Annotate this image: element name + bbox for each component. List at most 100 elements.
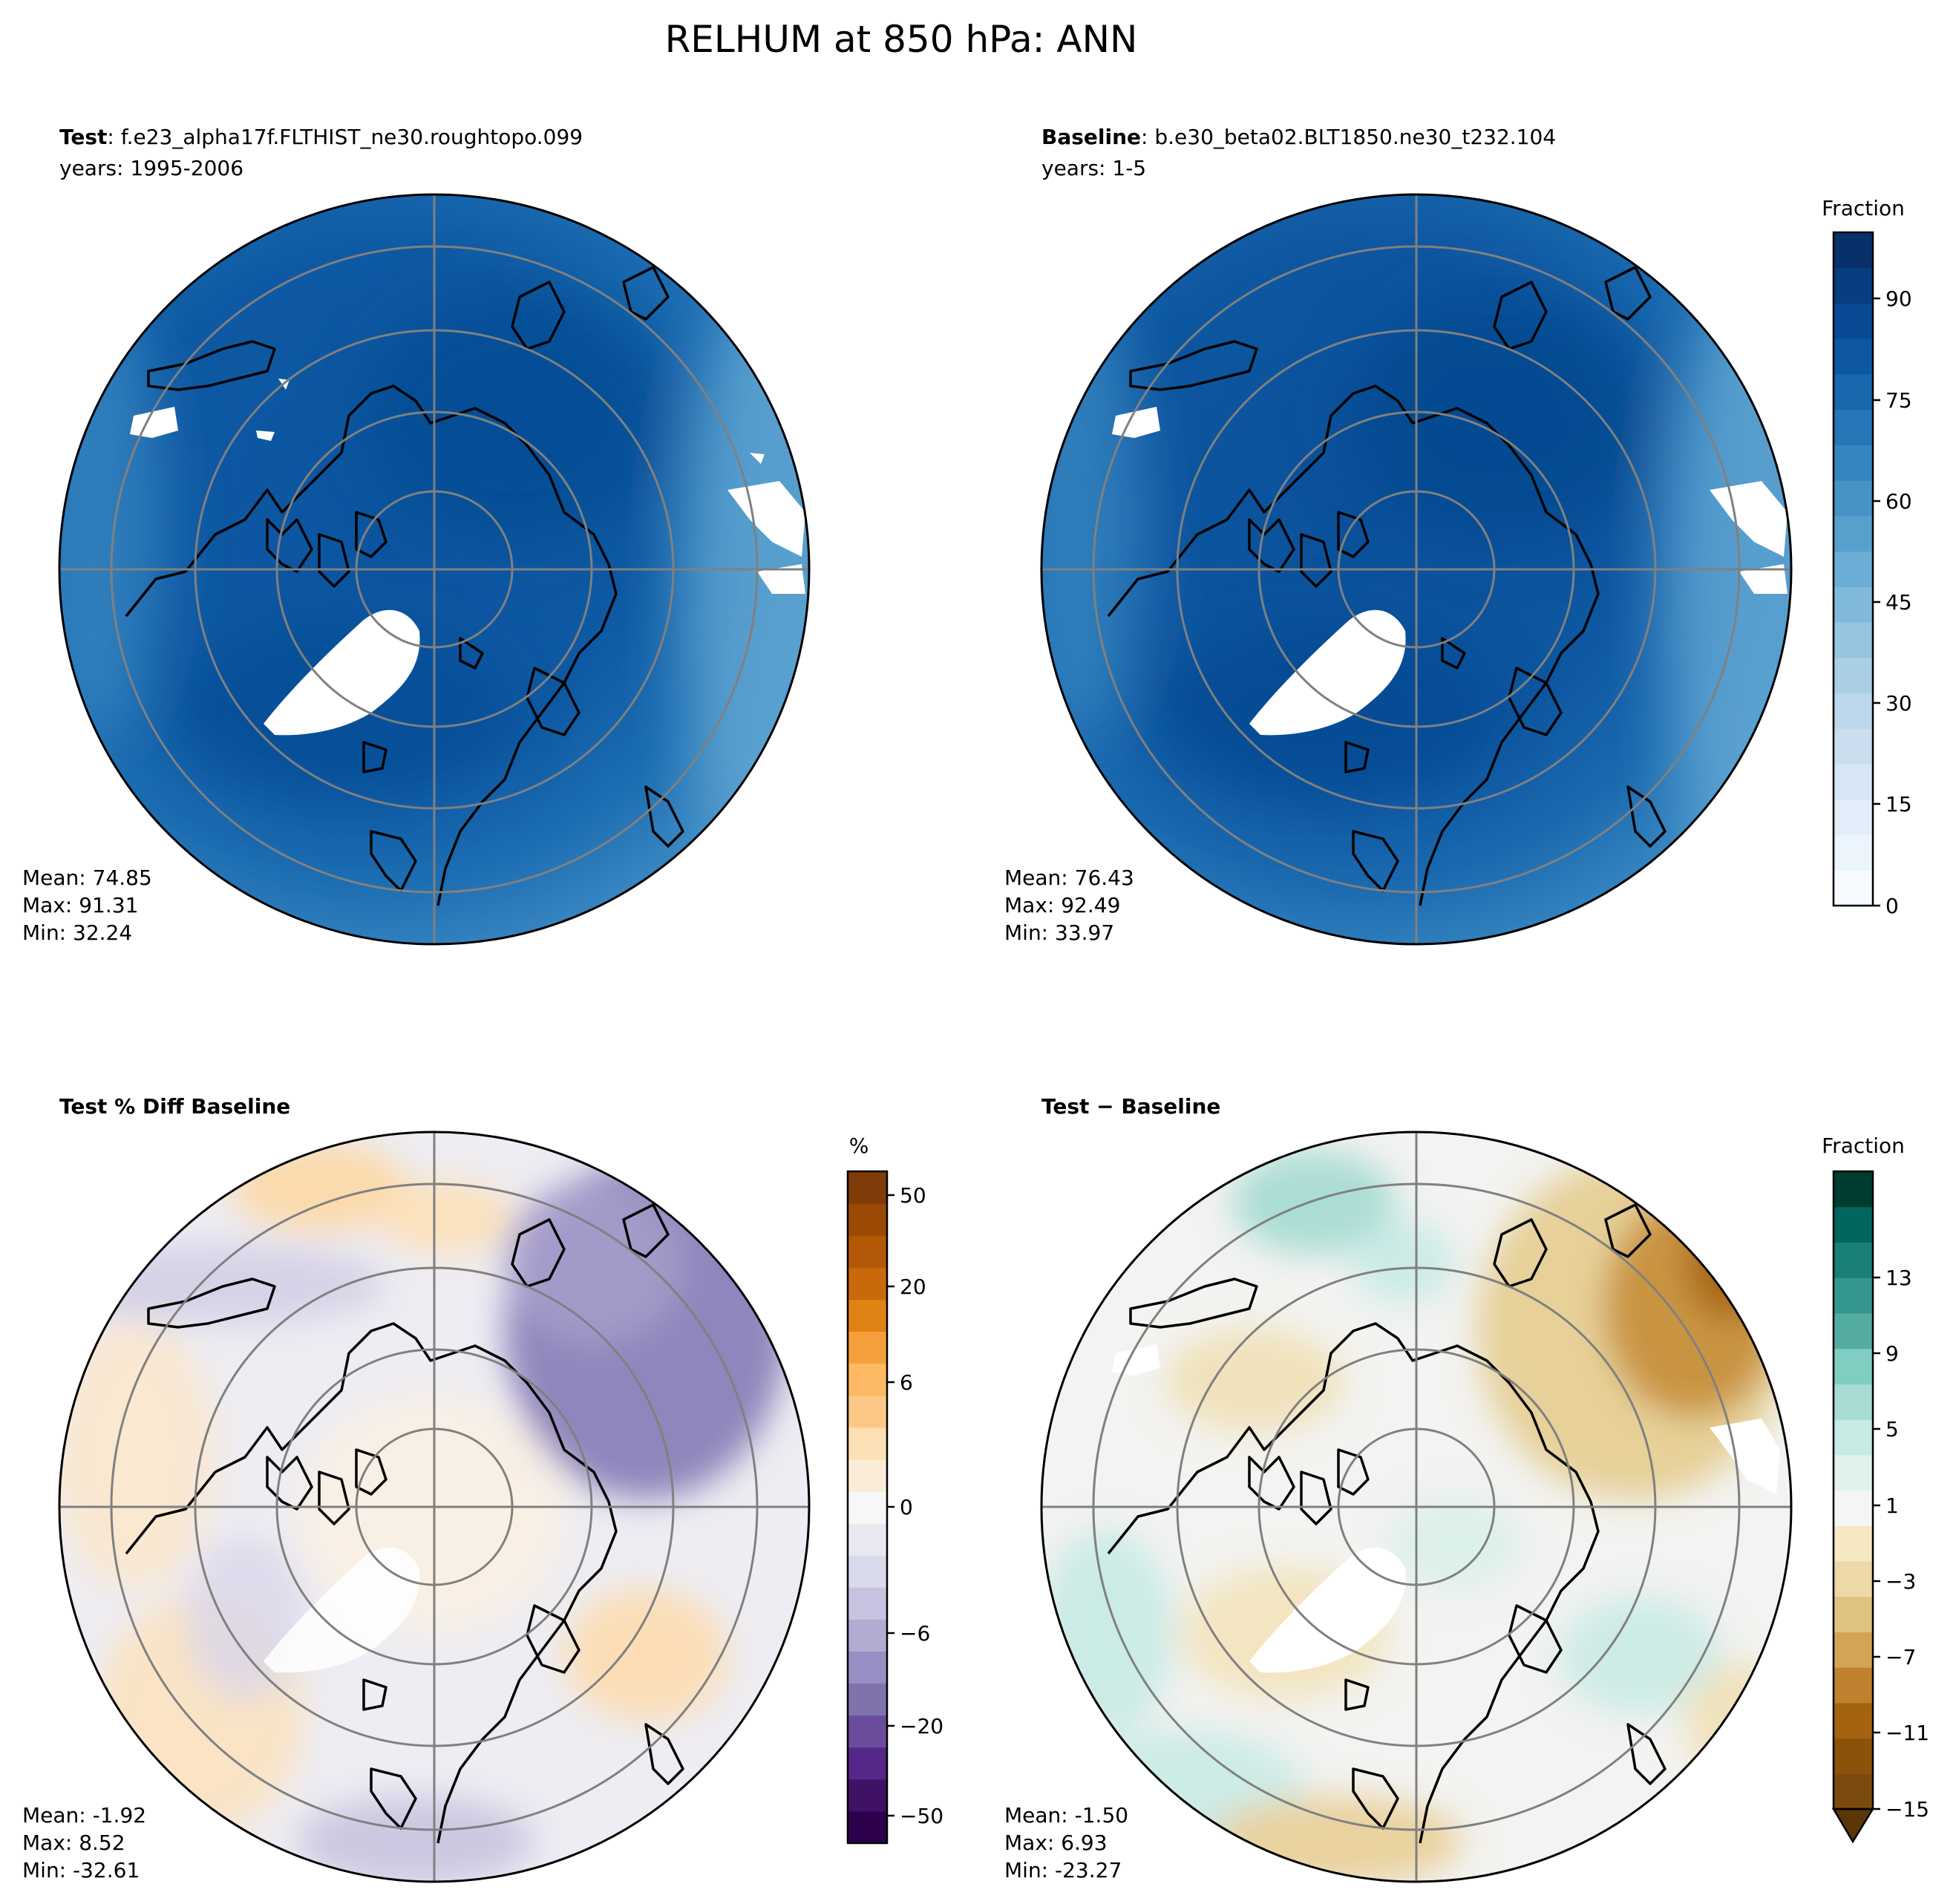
panel-test-label-rest: : f.e23_alpha17f.FLTHIST_ne30.roughtopo.… [107,125,583,149]
colorbar-tick-label: 15 [1885,792,1912,817]
colorbar-swatch [1834,728,1873,765]
colorbar-tick-label: −11 [1885,1721,1929,1745]
baseline-map [1041,194,1791,944]
colorbar-fraction-diff-swatches [1834,1171,1873,1810]
baseline-stat-min: Min: 33.97 [1004,920,1114,945]
diff-map [1041,1132,1791,1882]
colorbar-fraction-top: Fraction 0 15 30 45 60 75 90 [1822,196,1912,918]
colorbar-swatch [848,1747,887,1780]
colorbar-tick-label: 0 [1885,894,1899,918]
colorbar-swatch [1834,551,1873,587]
panel-baseline-label-rest: : b.e30_beta02.BLT1850.ne30_t232.104 [1141,125,1556,149]
colorbar-swatch [1834,1702,1873,1739]
colorbar-swatch [848,1235,887,1268]
colorbar-fraction-diff-ticks: −15 −11 −7 −3 1 5 9 13 [1873,1266,1929,1822]
colorbar-swatch [1834,232,1873,269]
panel-diff: Test − Baseline [1004,1094,1793,1883]
colorbar-swatch [848,1203,887,1236]
test-stat-mean: Mean: 74.85 [22,866,152,890]
colorbar-swatch [1834,799,1873,836]
colorbar-swatch [1834,480,1873,517]
colorbar-swatch [1834,693,1873,729]
colorbar-swatch [1834,1277,1873,1314]
colorbar-swatch [848,1619,887,1652]
colorbar-swatch [848,1395,887,1428]
colorbar-swatch [1834,870,1873,906]
colorbar-swatch [848,1555,887,1588]
colorbar-swatch [1834,1667,1873,1704]
colorbar-swatch [848,1779,887,1812]
colorbar-swatch [1834,1560,1873,1597]
colorbar-swatch [1834,1596,1873,1632]
colorbar-swatch [1834,445,1873,481]
colorbar-tick-label: 5 [1885,1417,1899,1442]
colorbar-tick-label: 1 [1885,1494,1899,1518]
panel-pctdiff-title: Test % Diff Baseline [59,1094,290,1119]
colorbar-percent-title: % [849,1133,869,1158]
colorbar-percent-ticks: −50 −20 −6 0 6 20 50 [887,1183,943,1828]
colorbar-extend-arrow [1831,1808,1875,1844]
colorbar-swatch [848,1810,887,1844]
colorbar-swatch [848,1331,887,1364]
colorbar-percent: % −50 −20 −6 0 6 20 50 [846,1133,943,1845]
baseline-stat-mean: Mean: 76.43 [1004,866,1134,890]
panel-diff-title: Test − Baseline [1041,1094,1220,1119]
greenland-mask [1249,609,1406,736]
colorbar-swatch [1834,1171,1873,1208]
baseline-stat-max: Max: 92.49 [1004,893,1120,917]
pctdiff-map [59,1132,809,1882]
colorbar-swatch [848,1267,887,1300]
colorbar-swatch [1834,1312,1873,1350]
colorbar-fraction-diff-frame [1832,1170,1874,1810]
colorbar-swatch [1834,1242,1873,1278]
panel-baseline-label-bold: Baseline [1041,125,1141,149]
colorbar-tick-label: 50 [900,1183,926,1208]
colorbar-swatch [1834,622,1873,658]
colorbar-swatch [1834,303,1873,339]
colorbar-tick-label: −7 [1885,1645,1916,1669]
colorbar-fraction-top-title: Fraction [1822,196,1905,220]
colorbar-tick-label: 20 [900,1275,926,1299]
panel-test: Test: f.e23_alpha17f.FLTHIST_ne30.rought… [22,125,811,946]
colorbar-swatch [848,1491,887,1524]
test-stat-min: Min: 32.24 [22,920,132,945]
diff-graticule [1041,1132,1791,1882]
colorbar-tick-label: 6 [900,1370,913,1395]
test-graticule [59,194,809,944]
colorbar-swatch [848,1363,887,1396]
pctdiff-stat-mean: Mean: -1.92 [22,1803,146,1828]
colorbar-swatch [1834,515,1873,552]
diff-map-border [1040,1131,1793,1883]
test-stat-max: Max: 91.31 [22,893,138,917]
colorbar-swatch [1834,657,1873,694]
panel-test-subtitle: years: 1995-2006 [59,156,243,180]
colorbar-swatch [848,1587,887,1620]
colorbar-swatch [848,1299,887,1332]
panel-test-label-bold: Test [59,125,107,149]
colorbar-swatch [1834,1773,1873,1810]
colorbar-swatch [1834,1632,1873,1668]
colorbar-swatch [1834,1348,1873,1384]
diff-coastlines [1107,1159,1696,1844]
colorbar-fraction-diff: Fraction −15 −11 −7 −3 1 5 9 13 [1822,1133,1929,1844]
colorbar-tick-label: 13 [1885,1266,1912,1290]
panel-baseline-title: Baseline: b.e30_beta02.BLT1850.ne30_t232… [1041,125,1556,149]
panel-pctdiff: Test % Diff Baseline [22,1094,811,1883]
greenland-mask [264,609,420,736]
colorbar-swatch [848,1427,887,1460]
colorbar-swatch [848,1715,887,1748]
colorbar-swatch [1834,586,1873,623]
colorbar-swatch [1834,267,1873,304]
colorbar-swatch [848,1683,887,1716]
colorbar-tick-label: 90 [1885,287,1912,311]
colorbar-percent-swatches [848,1171,887,1844]
colorbar-fraction-top-frame [1832,231,1874,907]
colorbar-tick-label: 0 [900,1495,913,1519]
colorbar-fraction-diff-title: Fraction [1822,1133,1905,1158]
colorbar-tick-label: −20 [900,1714,943,1738]
colorbar-swatch [1834,409,1873,446]
colorbar-tick-label: −6 [900,1621,930,1646]
colorbar-swatch [1834,1206,1873,1243]
colorbar-swatch [1834,338,1873,375]
colorbar-tick-label: −3 [1885,1569,1916,1594]
